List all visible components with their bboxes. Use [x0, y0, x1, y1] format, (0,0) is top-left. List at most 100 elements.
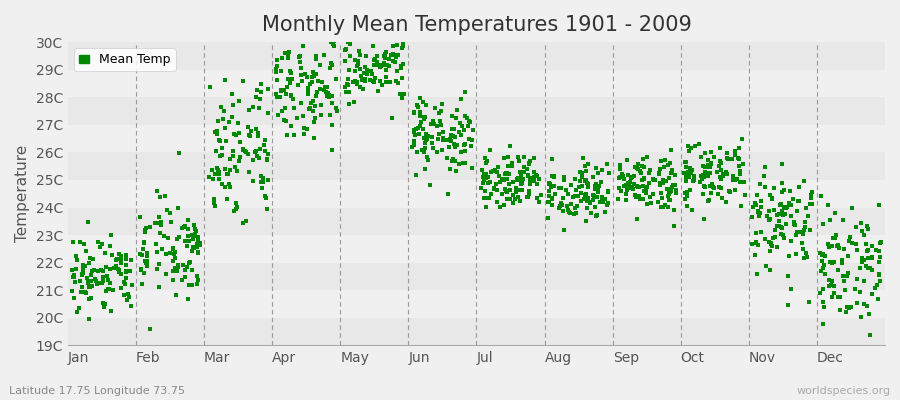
Point [428, 105, 442, 112]
Point [133, 251, 148, 258]
Point [719, 199, 733, 205]
Point [430, 136, 445, 142]
Point [183, 258, 197, 265]
Point [346, 79, 360, 86]
Point [817, 271, 832, 278]
Point [425, 140, 439, 146]
Point [311, 78, 326, 84]
Point [836, 217, 850, 223]
Point [414, 118, 428, 125]
Point [371, 88, 385, 94]
Point [758, 183, 772, 190]
Point [218, 165, 232, 172]
Point [861, 255, 876, 261]
Point [497, 202, 511, 208]
Point [514, 181, 528, 187]
Point [407, 129, 421, 135]
Point [479, 195, 493, 202]
Point [444, 132, 458, 138]
Point [679, 177, 693, 184]
Point [378, 51, 392, 57]
Point [239, 218, 254, 224]
Point [660, 186, 674, 192]
Point [482, 195, 496, 201]
Point [340, 80, 355, 87]
Point [377, 53, 392, 60]
Point [824, 217, 838, 224]
Point [760, 212, 774, 219]
Point [776, 212, 790, 219]
Point [448, 134, 463, 141]
Point [778, 205, 793, 212]
Point [360, 67, 374, 74]
Point [825, 243, 840, 250]
Point [684, 168, 698, 174]
Point [644, 194, 658, 200]
Point [380, 62, 394, 69]
Point [542, 198, 556, 205]
Point [356, 86, 370, 93]
Point [269, 34, 284, 41]
Point [249, 153, 264, 159]
Point [770, 244, 784, 250]
Point [824, 282, 838, 288]
Point [458, 140, 473, 147]
Point [256, 142, 271, 148]
Point [865, 243, 879, 249]
Point [700, 162, 715, 169]
Point [788, 251, 803, 257]
Point [318, 87, 332, 93]
Point [654, 195, 669, 202]
Point [277, 117, 292, 123]
Point [248, 126, 263, 132]
Point [186, 244, 201, 251]
Point [816, 299, 831, 305]
Point [455, 160, 470, 166]
Point [163, 210, 177, 216]
Point [771, 211, 786, 217]
Point [463, 119, 477, 125]
Point [81, 260, 95, 266]
Point [612, 185, 626, 191]
Point [341, 82, 356, 88]
Point [370, 53, 384, 59]
Point [407, 108, 421, 115]
Point [853, 314, 868, 320]
Point [517, 154, 531, 160]
Point [801, 213, 815, 219]
Point [491, 172, 506, 179]
Point [541, 199, 555, 205]
Point [100, 273, 114, 280]
Point [509, 184, 524, 191]
Point [757, 173, 771, 179]
Point [835, 260, 850, 266]
Point [625, 174, 639, 180]
Point [314, 79, 328, 85]
Point [374, 64, 388, 70]
Point [778, 221, 793, 228]
Point [445, 125, 459, 132]
Point [306, 108, 320, 115]
Point [613, 166, 627, 172]
Point [432, 110, 446, 116]
Point [495, 176, 509, 183]
Point [873, 254, 887, 261]
Point [678, 195, 692, 202]
Point [826, 235, 841, 242]
Point [278, 90, 293, 97]
Point [781, 302, 796, 308]
Point [411, 104, 426, 110]
Point [134, 267, 148, 274]
Point [508, 196, 523, 202]
Point [712, 163, 726, 169]
Point [326, 41, 340, 47]
Point [644, 200, 658, 206]
Point [797, 178, 812, 184]
Point [657, 202, 671, 208]
Point [860, 223, 874, 230]
Point [301, 126, 315, 132]
Point [220, 138, 234, 144]
Point [104, 308, 118, 314]
Point [859, 262, 873, 269]
Point [505, 163, 519, 170]
